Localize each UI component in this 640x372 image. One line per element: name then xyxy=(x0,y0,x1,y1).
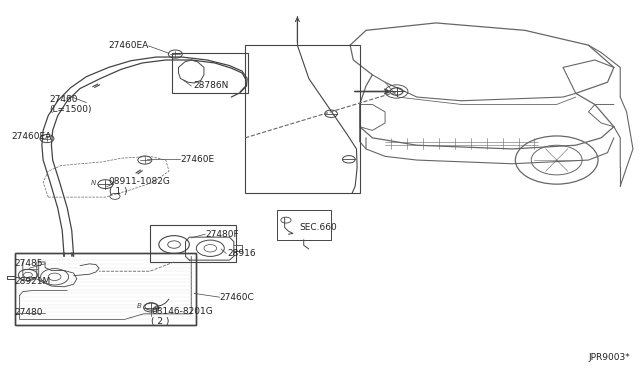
Text: 28786N: 28786N xyxy=(193,81,228,90)
Text: 27460
(L=1500): 27460 (L=1500) xyxy=(49,95,92,114)
Bar xyxy=(277,210,331,240)
Text: 27480F: 27480F xyxy=(206,230,239,240)
Bar xyxy=(172,52,248,93)
Text: 28921M: 28921M xyxy=(15,277,51,286)
Text: 27460C: 27460C xyxy=(220,294,255,302)
Text: 08146-8201G
( 2 ): 08146-8201G ( 2 ) xyxy=(151,307,213,326)
Text: SEC.660: SEC.660 xyxy=(300,223,337,232)
Text: 27485: 27485 xyxy=(15,259,43,268)
Bar xyxy=(15,253,196,325)
Text: 27460E: 27460E xyxy=(180,155,214,164)
Text: N: N xyxy=(91,180,96,186)
Bar xyxy=(150,225,236,262)
Bar xyxy=(15,253,196,325)
Text: B: B xyxy=(137,304,141,310)
Text: 27460EA: 27460EA xyxy=(11,132,51,141)
Bar xyxy=(245,45,360,193)
Text: JPR9003*: JPR9003* xyxy=(588,353,630,362)
Text: 27480: 27480 xyxy=(15,308,43,317)
Text: 27460EA: 27460EA xyxy=(108,41,148,51)
Text: 28916: 28916 xyxy=(227,249,256,258)
Text: 08911-1082G
( 1 ): 08911-1082G ( 1 ) xyxy=(109,177,170,196)
